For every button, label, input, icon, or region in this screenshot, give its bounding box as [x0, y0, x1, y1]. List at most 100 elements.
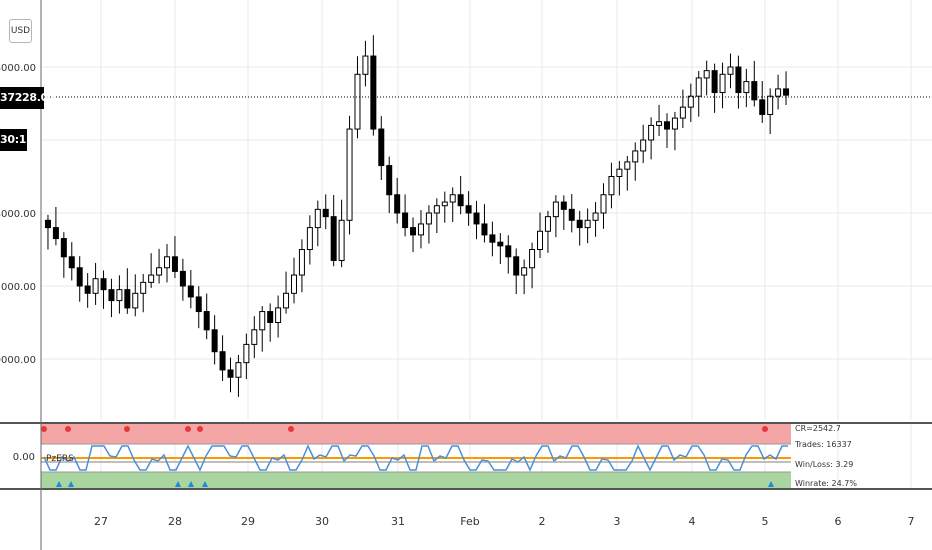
- candle-body: [425, 212, 432, 225]
- price-pane-bg: [41, 0, 932, 420]
- candle-body: [513, 256, 520, 276]
- candle-body: [743, 81, 750, 94]
- candle-body: [473, 212, 480, 225]
- candle-body: [552, 201, 559, 218]
- candle-body: [306, 227, 313, 251]
- sell-marker: [185, 426, 191, 432]
- candle-body: [275, 307, 282, 323]
- y-tick-label: 32000.00: [0, 282, 36, 293]
- candle-body: [711, 70, 718, 94]
- candle-body: [44, 219, 51, 229]
- buy-marker: [175, 481, 181, 487]
- candle-body: [362, 55, 369, 75]
- candle-body: [259, 311, 266, 331]
- candle-body: [568, 208, 575, 221]
- candle-body: [608, 176, 615, 196]
- x-tick-label: 4: [689, 515, 696, 528]
- candle-body: [671, 117, 678, 130]
- x-tick-label: 30: [315, 515, 329, 528]
- x-axis: 27 28 29 30 31 Feb 2 3 4 5 6 7: [94, 515, 915, 528]
- candle-body: [497, 241, 504, 247]
- candle-body: [227, 369, 234, 378]
- candle-body: [632, 150, 639, 163]
- x-tick-label: 7: [908, 515, 915, 528]
- buy-marker: [56, 481, 62, 487]
- signal-markers: [41, 426, 774, 487]
- candle-body: [187, 285, 194, 298]
- candle-body: [203, 311, 210, 331]
- oversold-zone: [41, 472, 791, 488]
- candle-body: [314, 208, 321, 229]
- candle-body: [687, 95, 694, 108]
- countdown-badge: 30:12: [0, 129, 34, 151]
- x-tick-label: Feb: [460, 515, 479, 528]
- candle-body: [640, 139, 647, 152]
- candle-body: [179, 270, 186, 287]
- candle-body: [537, 230, 544, 250]
- candle-body: [235, 362, 242, 378]
- x-tick-label: 31: [391, 515, 405, 528]
- candle-body: [394, 194, 401, 214]
- candle-body: [402, 212, 409, 229]
- candle-body: [560, 201, 567, 210]
- stat-trades: Trades: 16337: [795, 440, 852, 449]
- candle-body: [584, 219, 591, 229]
- buy-marker: [202, 481, 208, 487]
- candle-body: [783, 88, 790, 96]
- candle-body: [140, 281, 147, 294]
- y-tick-label: 38000.00: [0, 63, 36, 74]
- candle-body: [703, 70, 710, 79]
- candle-body: [727, 66, 734, 75]
- candle-body: [441, 201, 448, 207]
- candle-body: [211, 329, 218, 353]
- candle-body: [195, 296, 202, 313]
- candle-body: [695, 77, 702, 97]
- candle-body: [267, 311, 274, 323]
- candle-body: [164, 256, 171, 269]
- x-tick-label: 27: [94, 515, 108, 528]
- candle-body: [219, 351, 226, 371]
- candle-body: [148, 274, 155, 283]
- y-axis: 38000.00 34000.00 32000.00 30000.00: [0, 63, 36, 366]
- x-tick-label: 2: [539, 515, 546, 528]
- sell-marker: [762, 426, 768, 432]
- candle-body: [433, 205, 440, 214]
- candle-body: [116, 289, 123, 302]
- x-tick-label: 29: [241, 515, 255, 528]
- candle-body: [100, 278, 107, 291]
- candle-body: [290, 274, 297, 294]
- sell-marker: [288, 426, 294, 432]
- candle-body: [600, 194, 607, 214]
- candle-body: [663, 121, 670, 130]
- candle-body: [544, 216, 551, 232]
- candle-body: [84, 285, 91, 294]
- stat-cr: CR=2542.7: [795, 424, 841, 433]
- candle-body: [251, 329, 258, 345]
- candle-body: [330, 216, 337, 261]
- candles: [44, 35, 790, 397]
- price-badge: 37228.02: [0, 87, 56, 109]
- candle-body: [132, 292, 139, 309]
- x-tick-label: 3: [614, 515, 621, 528]
- candle-body: [719, 73, 726, 94]
- candle-body: [489, 234, 496, 243]
- y-tick-label: 34000.00: [0, 209, 36, 220]
- candle-body: [465, 205, 472, 214]
- candle-body: [505, 245, 512, 258]
- candle-body: [346, 128, 353, 221]
- candle-body: [298, 249, 305, 276]
- candle-body: [124, 289, 131, 309]
- sell-marker: [197, 426, 203, 432]
- sell-marker: [41, 426, 47, 432]
- candle-body: [378, 128, 385, 167]
- candle-body: [521, 267, 528, 276]
- buy-marker: [68, 481, 74, 487]
- indicator-axis-label: 0.00: [13, 452, 35, 463]
- candle-body: [679, 106, 686, 119]
- stat-winloss: Win/Loss: 3.29: [795, 460, 854, 469]
- indicator-name: PzERS: [46, 454, 74, 464]
- currency-button[interactable]: USD: [9, 19, 32, 43]
- candle-body: [576, 219, 583, 229]
- candle-body: [735, 66, 742, 94]
